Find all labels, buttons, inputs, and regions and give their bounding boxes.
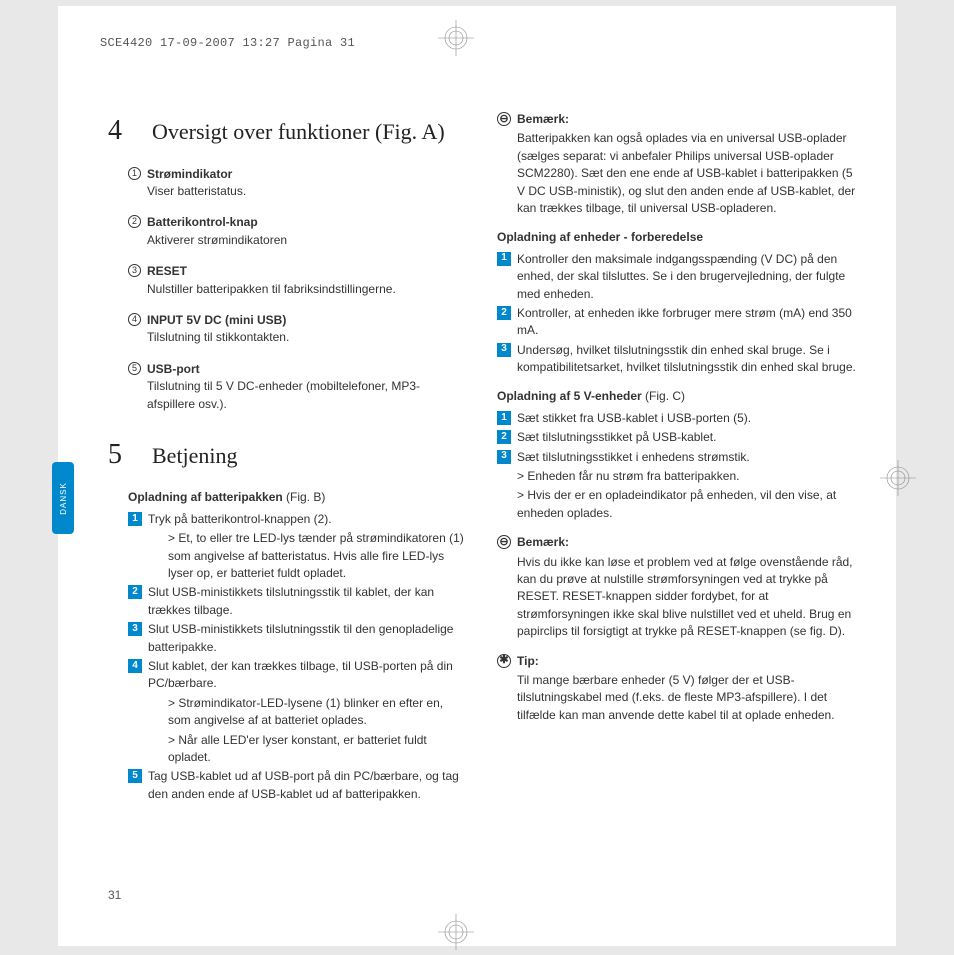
- registration-mark-icon: [880, 460, 916, 496]
- step-number-icon: 2: [497, 306, 511, 320]
- step-number-icon: 1: [497, 411, 511, 425]
- language-label: DANSK: [59, 482, 68, 515]
- feature-2: 2 Batterikontrol-knap Aktiverer strømind…: [128, 214, 467, 249]
- steps-charging-pack: 1 Tryk på batterikontrol-knappen (2). > …: [128, 511, 467, 803]
- step-number-icon: 1: [497, 252, 511, 266]
- step-2: 2 Slut USB-ministikkets tilslutningsstik…: [128, 584, 467, 619]
- step-number-icon: 5: [128, 769, 142, 783]
- feature-1-title: Strømindikator: [147, 166, 232, 183]
- section-4-title: Oversigt over funktioner (Fig. A): [152, 116, 445, 148]
- feature-1-body: Viser batteristatus.: [147, 183, 467, 200]
- content-columns: 4 Oversigt over funktioner (Fig. A) 1 St…: [108, 111, 856, 805]
- prep-step-3: 3 Undersøg, hvilket tilslutningsstik din…: [497, 342, 856, 377]
- right-column: ⊖ Bemærk: Batteripakken kan også oplades…: [497, 111, 856, 805]
- section-4-header: 4 Oversigt over funktioner (Fig. A): [108, 111, 467, 152]
- feature-3: 3 RESET Nulstiller batteripakken til fab…: [128, 263, 467, 298]
- feature-4-body: Tilslutning til stikkontakten.: [147, 329, 467, 346]
- circle-number-icon: 1: [128, 167, 141, 180]
- steps-prep: 1 Kontroller den maksimale indgangsspænd…: [497, 251, 856, 377]
- v5-step-3-sub-a: > Enheden får nu strøm fra batteripakken…: [517, 468, 856, 485]
- prep-step-1: 1 Kontroller den maksimale indgangsspænd…: [497, 251, 856, 303]
- v5-step-3-sub-b: > Hvis der er en opladeindikator på enhe…: [517, 487, 856, 522]
- step-number-icon: 2: [128, 585, 142, 599]
- feature-3-body: Nulstiller batteripakken til fabriksinds…: [147, 281, 467, 298]
- circle-number-icon: 2: [128, 215, 141, 228]
- subhead-5v: Opladning af 5 V-enheder (Fig. C): [497, 388, 856, 405]
- feature-2-title: Batterikontrol-knap: [147, 214, 258, 231]
- section-5-title: Betjening: [152, 440, 238, 472]
- v5-step-1: 1 Sæt stikket fra USB-kablet i USB-porte…: [497, 410, 856, 427]
- step-4-sub-a: > Strømindikator-LED-lysene (1) blinker …: [168, 695, 467, 730]
- feature-3-title: RESET: [147, 263, 187, 280]
- note-2-body: Hvis du ikke kan løse et problem ved at …: [517, 554, 856, 641]
- section-4-number: 4: [108, 111, 126, 152]
- note-icon: ⊖: [497, 535, 511, 549]
- step-number-icon: 2: [497, 430, 511, 444]
- step-number-icon: 1: [128, 512, 142, 526]
- feature-4: 4 INPUT 5V DC (mini USB) Tilslutning til…: [128, 312, 467, 347]
- step-number-icon: 3: [128, 622, 142, 636]
- circle-number-icon: 3: [128, 264, 141, 277]
- feature-1: 1 Strømindikator Viser batteristatus.: [128, 166, 467, 201]
- note-1: ⊖ Bemærk: Batteripakken kan også oplades…: [497, 111, 856, 217]
- note-1-body: Batteripakken kan også oplades via en un…: [517, 130, 856, 217]
- running-header: SCE4420 17-09-2007 13:27 Pagina 31: [100, 36, 355, 50]
- subhead-charging-pack: Opladning af batteripakken (Fig. B): [128, 489, 467, 506]
- step-4-sub-b: > Når alle LED'er lyser konstant, er bat…: [168, 732, 467, 767]
- feature-2-body: Aktiverer strømindikatoren: [147, 232, 467, 249]
- note-icon: ⊖: [497, 112, 511, 126]
- step-number-icon: 4: [128, 659, 142, 673]
- registration-mark-icon: [438, 20, 474, 56]
- prep-step-2: 2 Kontroller, at enheden ikke forbruger …: [497, 305, 856, 340]
- page: SCE4420 17-09-2007 13:27 Pagina 31 DANSK…: [58, 6, 896, 946]
- step-1: 1 Tryk på batterikontrol-knappen (2).: [128, 511, 467, 528]
- step-1-sub: > Et, to eller tre LED-lys tænder på str…: [168, 530, 467, 582]
- page-number: 31: [108, 888, 121, 902]
- v5-step-3: 3 Sæt tilslutningsstikket i enhedens str…: [497, 449, 856, 466]
- tip-icon: ✱: [497, 654, 511, 668]
- tip-block: ✱ Tip: Til mange bærbare enheder (5 V) f…: [497, 653, 856, 725]
- note-2: ⊖ Bemærk: Hvis du ikke kan løse et probl…: [497, 534, 856, 640]
- step-3: 3 Slut USB-ministikkets tilslutningsstik…: [128, 621, 467, 656]
- feature-5-title: USB-port: [147, 361, 200, 378]
- subhead-prep: Opladning af enheder - forberedelse: [497, 229, 856, 246]
- step-4: 4 Slut kablet, der kan trækkes tilbage, …: [128, 658, 467, 693]
- v5-step-2: 2 Sæt tilslutningsstikket på USB-kablet.: [497, 429, 856, 446]
- feature-5-body: Tilslutning til 5 V DC-enheder (mobiltel…: [147, 378, 467, 413]
- tip-body: Til mange bærbare enheder (5 V) følger d…: [517, 672, 856, 724]
- steps-5v: 1 Sæt stikket fra USB-kablet i USB-porte…: [497, 410, 856, 522]
- section-5-header: 5 Betjening: [108, 435, 467, 476]
- circle-number-icon: 5: [128, 362, 141, 375]
- section-5-number: 5: [108, 435, 126, 476]
- feature-5: 5 USB-port Tilslutning til 5 V DC-enhede…: [128, 361, 467, 413]
- step-number-icon: 3: [497, 450, 511, 464]
- step-number-icon: 3: [497, 343, 511, 357]
- step-5: 5 Tag USB-kablet ud af USB-port på din P…: [128, 768, 467, 803]
- left-column: 4 Oversigt over funktioner (Fig. A) 1 St…: [108, 111, 467, 805]
- registration-mark-icon: [438, 914, 474, 950]
- circle-number-icon: 4: [128, 313, 141, 326]
- language-tab: DANSK: [52, 462, 74, 534]
- feature-4-title: INPUT 5V DC (mini USB): [147, 312, 286, 329]
